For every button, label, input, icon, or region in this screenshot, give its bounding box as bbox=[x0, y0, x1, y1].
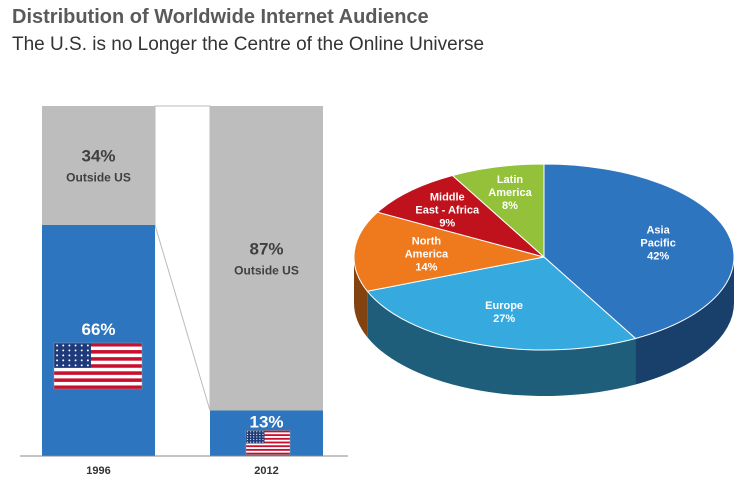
pie-side-north-america bbox=[354, 257, 368, 338]
pie-slice-label-north-america: North bbox=[412, 235, 442, 247]
bar-connector bbox=[154, 105, 211, 411]
bar-us-label-2012: 13% bbox=[249, 413, 283, 432]
pie-value-label-asia-pacific: 42% bbox=[647, 251, 669, 263]
bar-us-1996 bbox=[42, 225, 155, 456]
pie-side-asia-pacific bbox=[635, 257, 734, 385]
pie-side-europe bbox=[367, 291, 636, 396]
x-tick-label-2012: 2012 bbox=[254, 465, 278, 477]
us-flag-icon bbox=[245, 430, 291, 455]
pie-value-label-north-america: 14% bbox=[415, 261, 437, 273]
pie-slice-label-asia-pacific: Pacific bbox=[640, 238, 675, 250]
pie-value-label-latin-america: 8% bbox=[502, 200, 518, 212]
bar-outside-us-sublabel-1996: Outside US bbox=[66, 171, 131, 185]
us-flag-icon bbox=[53, 342, 143, 390]
bar-outside-us-2012 bbox=[210, 106, 323, 411]
pie-slice-label-asia-pacific: Asia bbox=[646, 225, 670, 237]
pie-slice-label-latin-america: America bbox=[488, 187, 532, 199]
pie-slice-label-middle-east-africa: Middle bbox=[430, 192, 465, 204]
bar-outside-us-1996 bbox=[42, 106, 155, 225]
pie-value-label-middle-east-africa: 9% bbox=[439, 218, 455, 230]
chart-subtitle: The U.S. is no Longer the Centre of the … bbox=[12, 34, 485, 55]
bar-outside-us-sublabel-2012: Outside US bbox=[234, 263, 299, 277]
pie-slice-europe bbox=[366, 256, 637, 351]
pie-value-label-europe: 27% bbox=[493, 313, 515, 325]
x-tick-label-1996: 1996 bbox=[86, 465, 110, 477]
pie-slice-label-middle-east-africa: East - Africa bbox=[415, 205, 480, 217]
pie-slice-label-latin-america: Latin bbox=[497, 174, 524, 186]
pie-slice-latin-america bbox=[451, 163, 545, 259]
bar-us-label-1996: 66% bbox=[81, 320, 115, 339]
pie-slice-north-america bbox=[353, 211, 545, 292]
pie-slice-label-north-america: America bbox=[405, 248, 449, 260]
pie-slice-middle-east-africa bbox=[376, 174, 545, 258]
pie-slice-asia-pacific bbox=[543, 163, 735, 340]
pie-slice-label-europe: Europe bbox=[485, 300, 523, 312]
bar-outside-us-label-1996: 34% bbox=[81, 147, 115, 166]
bar-outside-us-label-2012: 87% bbox=[249, 239, 283, 258]
chart-title: Distribution of Worldwide Internet Audie… bbox=[12, 6, 429, 28]
